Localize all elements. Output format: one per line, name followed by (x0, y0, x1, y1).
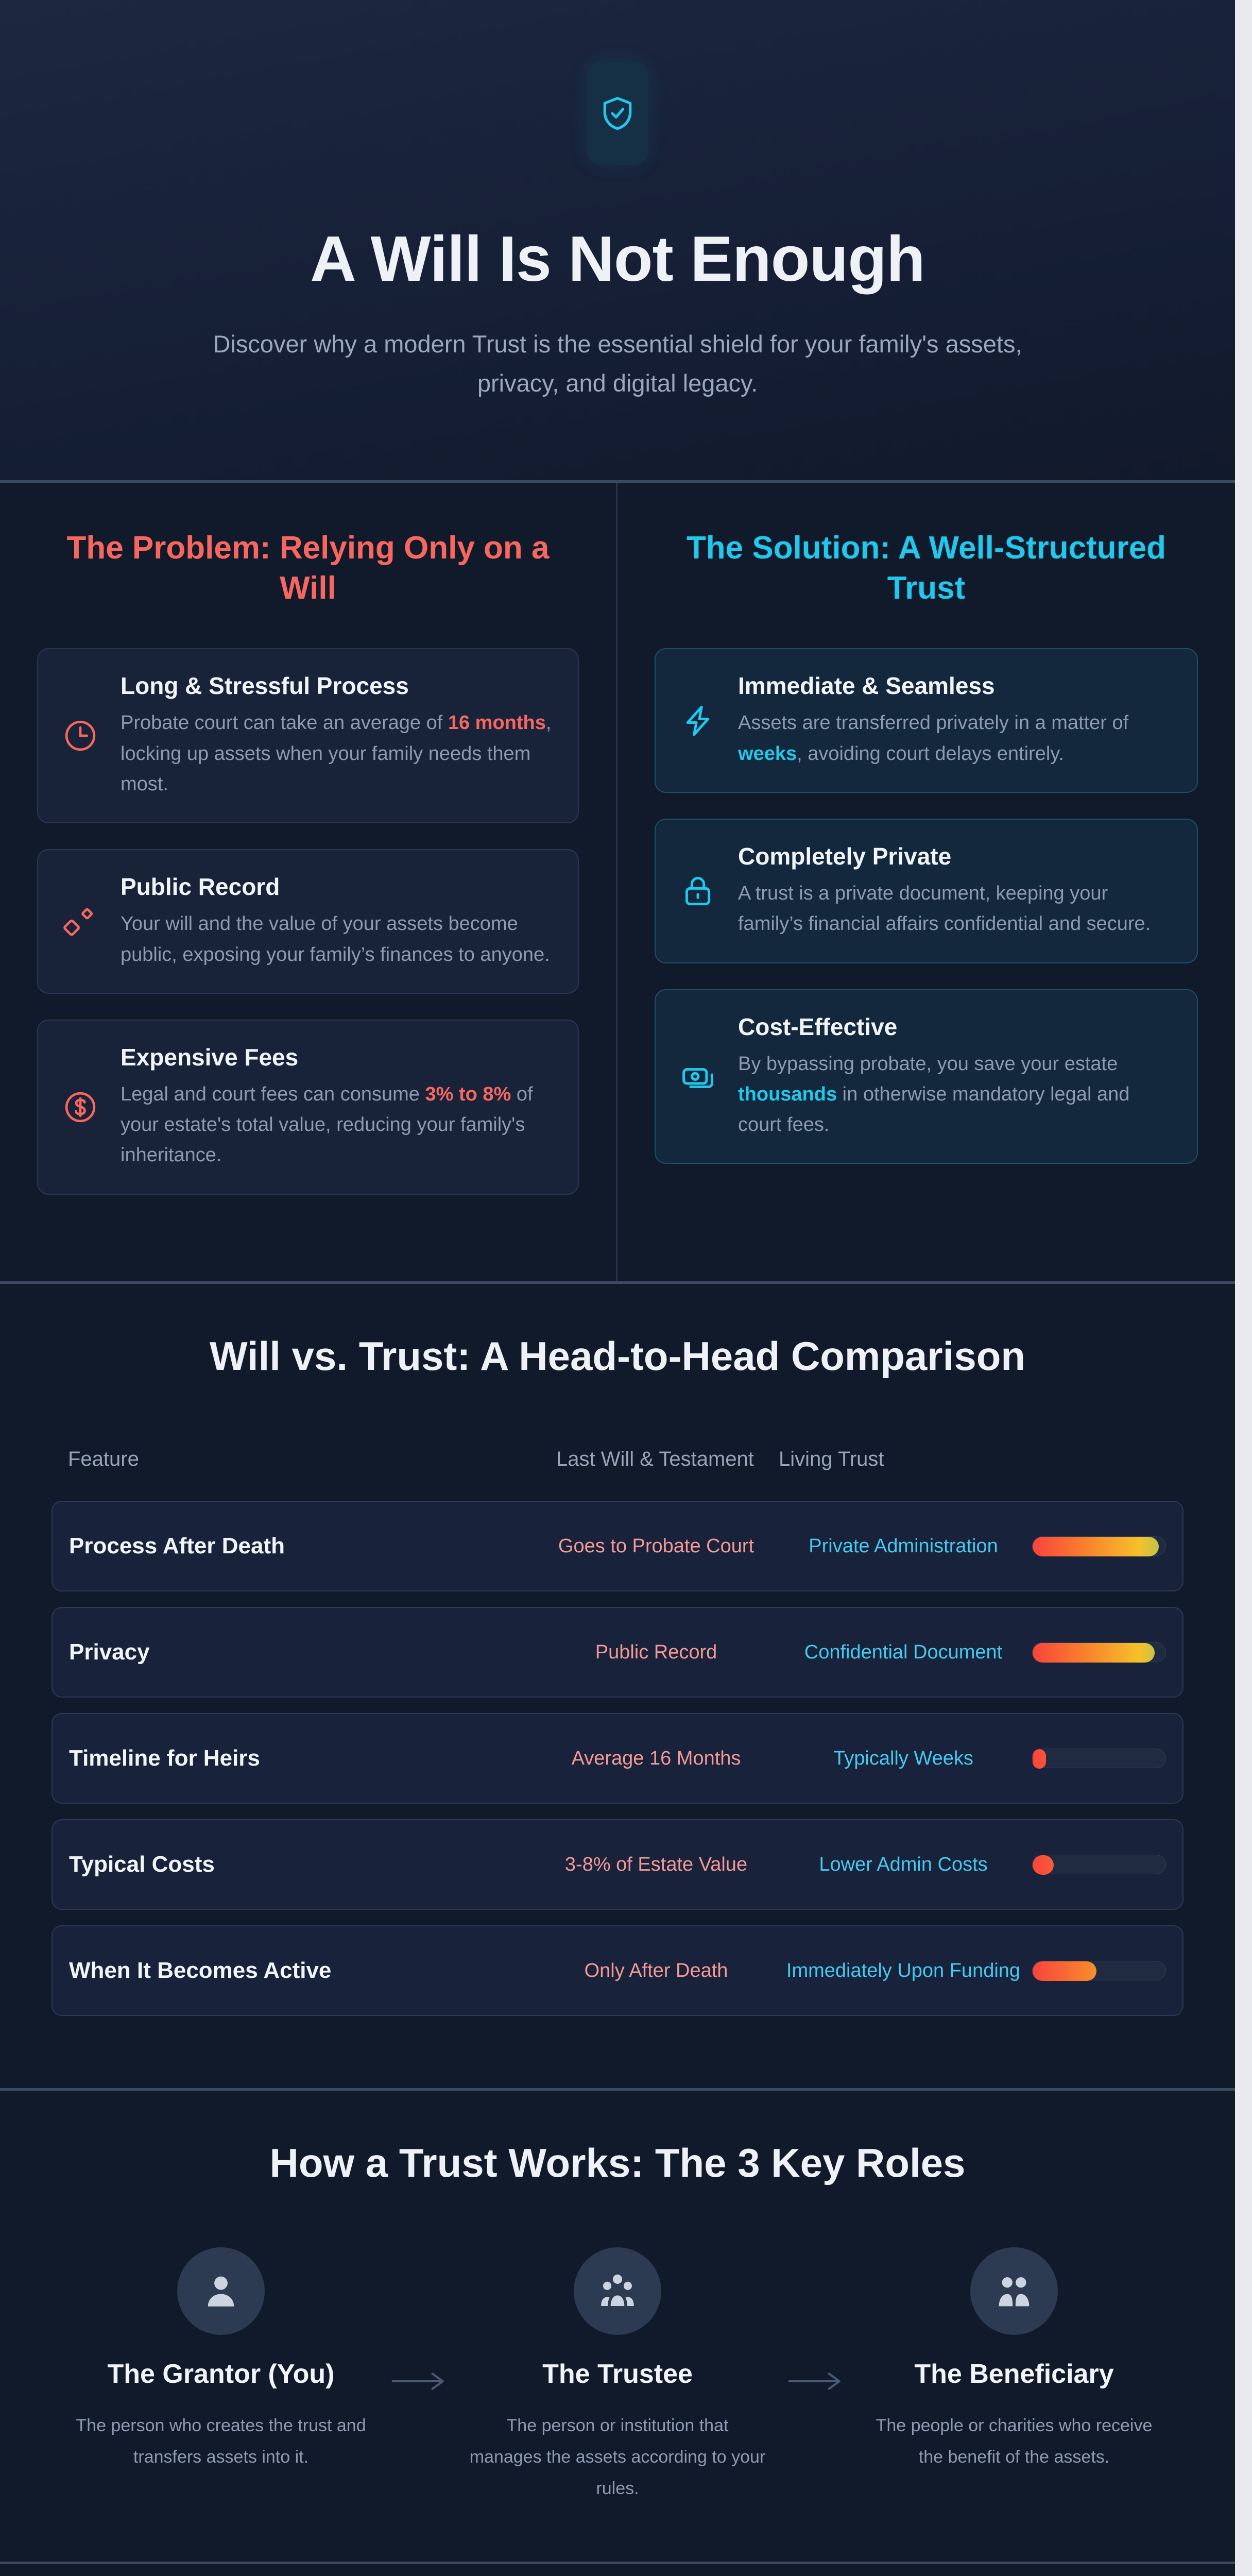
comparison-table-header: Feature Last Will & Testament Living Tru… (52, 1440, 1184, 1478)
problem-card-text: Probate court can take an average of 16 … (121, 712, 552, 795)
roles-section: How a Trust Works: The 3 Key Roles The G… (0, 2091, 1235, 2564)
cell-feature: Process After Death (69, 1533, 285, 1559)
table-row: Typical Costs 3-8% of Estate Value Lower A… (52, 1819, 1184, 1910)
lock-icon (676, 869, 719, 912)
cell-will: Public Record (595, 1641, 717, 1663)
progress-fill (1033, 1537, 1159, 1557)
page-subtitle: Discover why a modern Trust is the essen… (213, 330, 1022, 397)
problem-card-title: Public Record (121, 873, 280, 901)
progress-fill (1033, 1643, 1155, 1663)
progress-fill (1033, 1961, 1096, 1981)
cell-bar (1027, 1749, 1166, 1769)
group-icon (574, 2247, 661, 2335)
person-icon (177, 2247, 265, 2335)
cell-will: Average 16 Months (571, 1747, 741, 1769)
solution-column: The Solution: A Well-Structured Trust Im… (618, 483, 1235, 1281)
diamonds-icon (59, 900, 102, 943)
solution-card-title: Immediate & Seamless (738, 672, 995, 700)
banknote-icon (676, 1055, 719, 1098)
cell-feature: Timeline for Heirs (69, 1745, 260, 1771)
table-row: Privacy Public Record Confidential Documen… (52, 1607, 1184, 1698)
problem-title: The Problem: Relying Only on a Will (66, 530, 550, 606)
cell-trust: Typically Weeks (833, 1747, 973, 1769)
problem-card-title: Expensive Fees (121, 1043, 299, 1071)
page-title: A Will Is Not Enough (310, 224, 925, 295)
arrow-right-icon (381, 2247, 458, 2397)
arrow-right-icon (777, 2247, 854, 2397)
cell-trust: Private Administration (809, 1535, 998, 1557)
role-desc: The person who creates the trust and tra… (76, 2415, 366, 2467)
progress-track (1032, 1855, 1166, 1875)
table-row: Timeline for Heirs Average 16 Months Typic… (52, 1713, 1184, 1804)
table-row: When It Becomes Active Only After Death Im… (52, 1925, 1184, 2016)
bolt-icon (676, 699, 719, 742)
cell-bar (1027, 1961, 1166, 1981)
solution-title: The Solution: A Well-Structured Trust (686, 530, 1167, 606)
progress-fill (1033, 1855, 1054, 1875)
column-header-trust: Living Trust (779, 1447, 884, 1470)
solution-card: Completely Private A trust is a private … (655, 818, 1198, 963)
progress-track (1032, 1961, 1166, 1981)
problem-card: Expensive Fees Legal and court fees can … (37, 1019, 579, 1195)
comparison-section: Will vs. Trust: A Head-to-Head Compariso… (0, 1284, 1235, 2091)
cell-bar (1027, 1642, 1166, 1663)
role-beneficiary: The Beneficiary The people or charities … (854, 2247, 1174, 2473)
role-desc: The person or institution that manages t… (469, 2415, 766, 2499)
role-desc: The people or charities who receive the … (876, 2415, 1153, 2467)
problem-solution-section: The Problem: Relying Only on a Will Long… (0, 483, 1235, 1284)
solution-card-title: Completely Private (738, 842, 952, 870)
cell-trust: Lower Admin Costs (819, 1853, 988, 1875)
hero-section: A Will Is Not Enough Discover why a mode… (0, 0, 1235, 483)
solution-card-text: A trust is a private document, keeping y… (738, 882, 1151, 935)
problem-card: Long & Stressful Process Probate court c… (37, 648, 579, 824)
comparison-table-body: Process After Death Goes to Probate Court… (52, 1501, 1184, 2016)
shield-check-icon (587, 62, 648, 165)
column-header-will: Last Will & Testament (556, 1448, 754, 1471)
cell-will: 3-8% of Estate Value (564, 1853, 748, 1875)
role-name: The Beneficiary (914, 2359, 1114, 2389)
dollar-circle-icon (59, 1086, 102, 1129)
roles-row: The Grantor (You) The person who creates… (52, 2247, 1184, 2505)
cell-will: Only After Death (584, 1959, 728, 1981)
solution-card: Cost-Effective By bypassing probate, you… (655, 989, 1198, 1164)
role-grantor: The Grantor (You) The person who creates… (61, 2247, 381, 2473)
progress-track (1032, 1749, 1166, 1769)
role-name: The Trustee (542, 2359, 693, 2389)
cell-bar (1027, 1855, 1166, 1875)
comparison-title: Will vs. Trust: A Head-to-Head Compariso… (209, 1333, 1026, 1379)
pillars-section: The 4 Pillars of Trust Protection 1. Avo… (0, 2564, 1235, 2576)
progress-fill (1033, 1749, 1046, 1769)
problem-card: Public Record Your will and the value of… (37, 849, 579, 994)
solution-card-title: Cost-Effective (738, 1013, 898, 1040)
cell-will: Goes to Probate Court (558, 1535, 754, 1557)
clock-icon (59, 714, 102, 757)
solution-card: Immediate & Seamless Assets are transfer… (655, 648, 1198, 793)
cell-feature: Privacy (69, 1639, 150, 1665)
solution-card-text: Assets are transferred privately in a ma… (738, 712, 1129, 765)
cell-trust: Immediately Upon Funding (786, 1959, 1021, 1981)
problem-card-text: Legal and court fees can consume 3% to 8… (121, 1083, 533, 1166)
problem-card-title: Long & Stressful Process (121, 672, 409, 700)
cell-feature: When It Becomes Active (69, 1958, 332, 1984)
problem-column: The Problem: Relying Only on a Will Long… (0, 483, 618, 1281)
cell-trust: Confidential Document (804, 1641, 1003, 1663)
problem-card-text: Your will and the value of your assets b… (121, 913, 550, 965)
column-header-feature: Feature (68, 1447, 139, 1470)
progress-track (1032, 1536, 1166, 1557)
solution-card-text: By bypassing probate, you save your esta… (738, 1053, 1130, 1136)
roles-title: How a Trust Works: The 3 Key Roles (269, 2140, 966, 2186)
role-trustee: The Trustee The person or institution th… (458, 2247, 777, 2505)
progress-track (1032, 1642, 1166, 1663)
table-row: Process After Death Goes to Probate Court… (52, 1501, 1184, 1592)
cell-bar (1027, 1536, 1166, 1557)
role-name: The Grantor (You) (107, 2359, 335, 2389)
couple-icon (970, 2247, 1058, 2335)
cell-feature: Typical Costs (69, 1852, 215, 1877)
